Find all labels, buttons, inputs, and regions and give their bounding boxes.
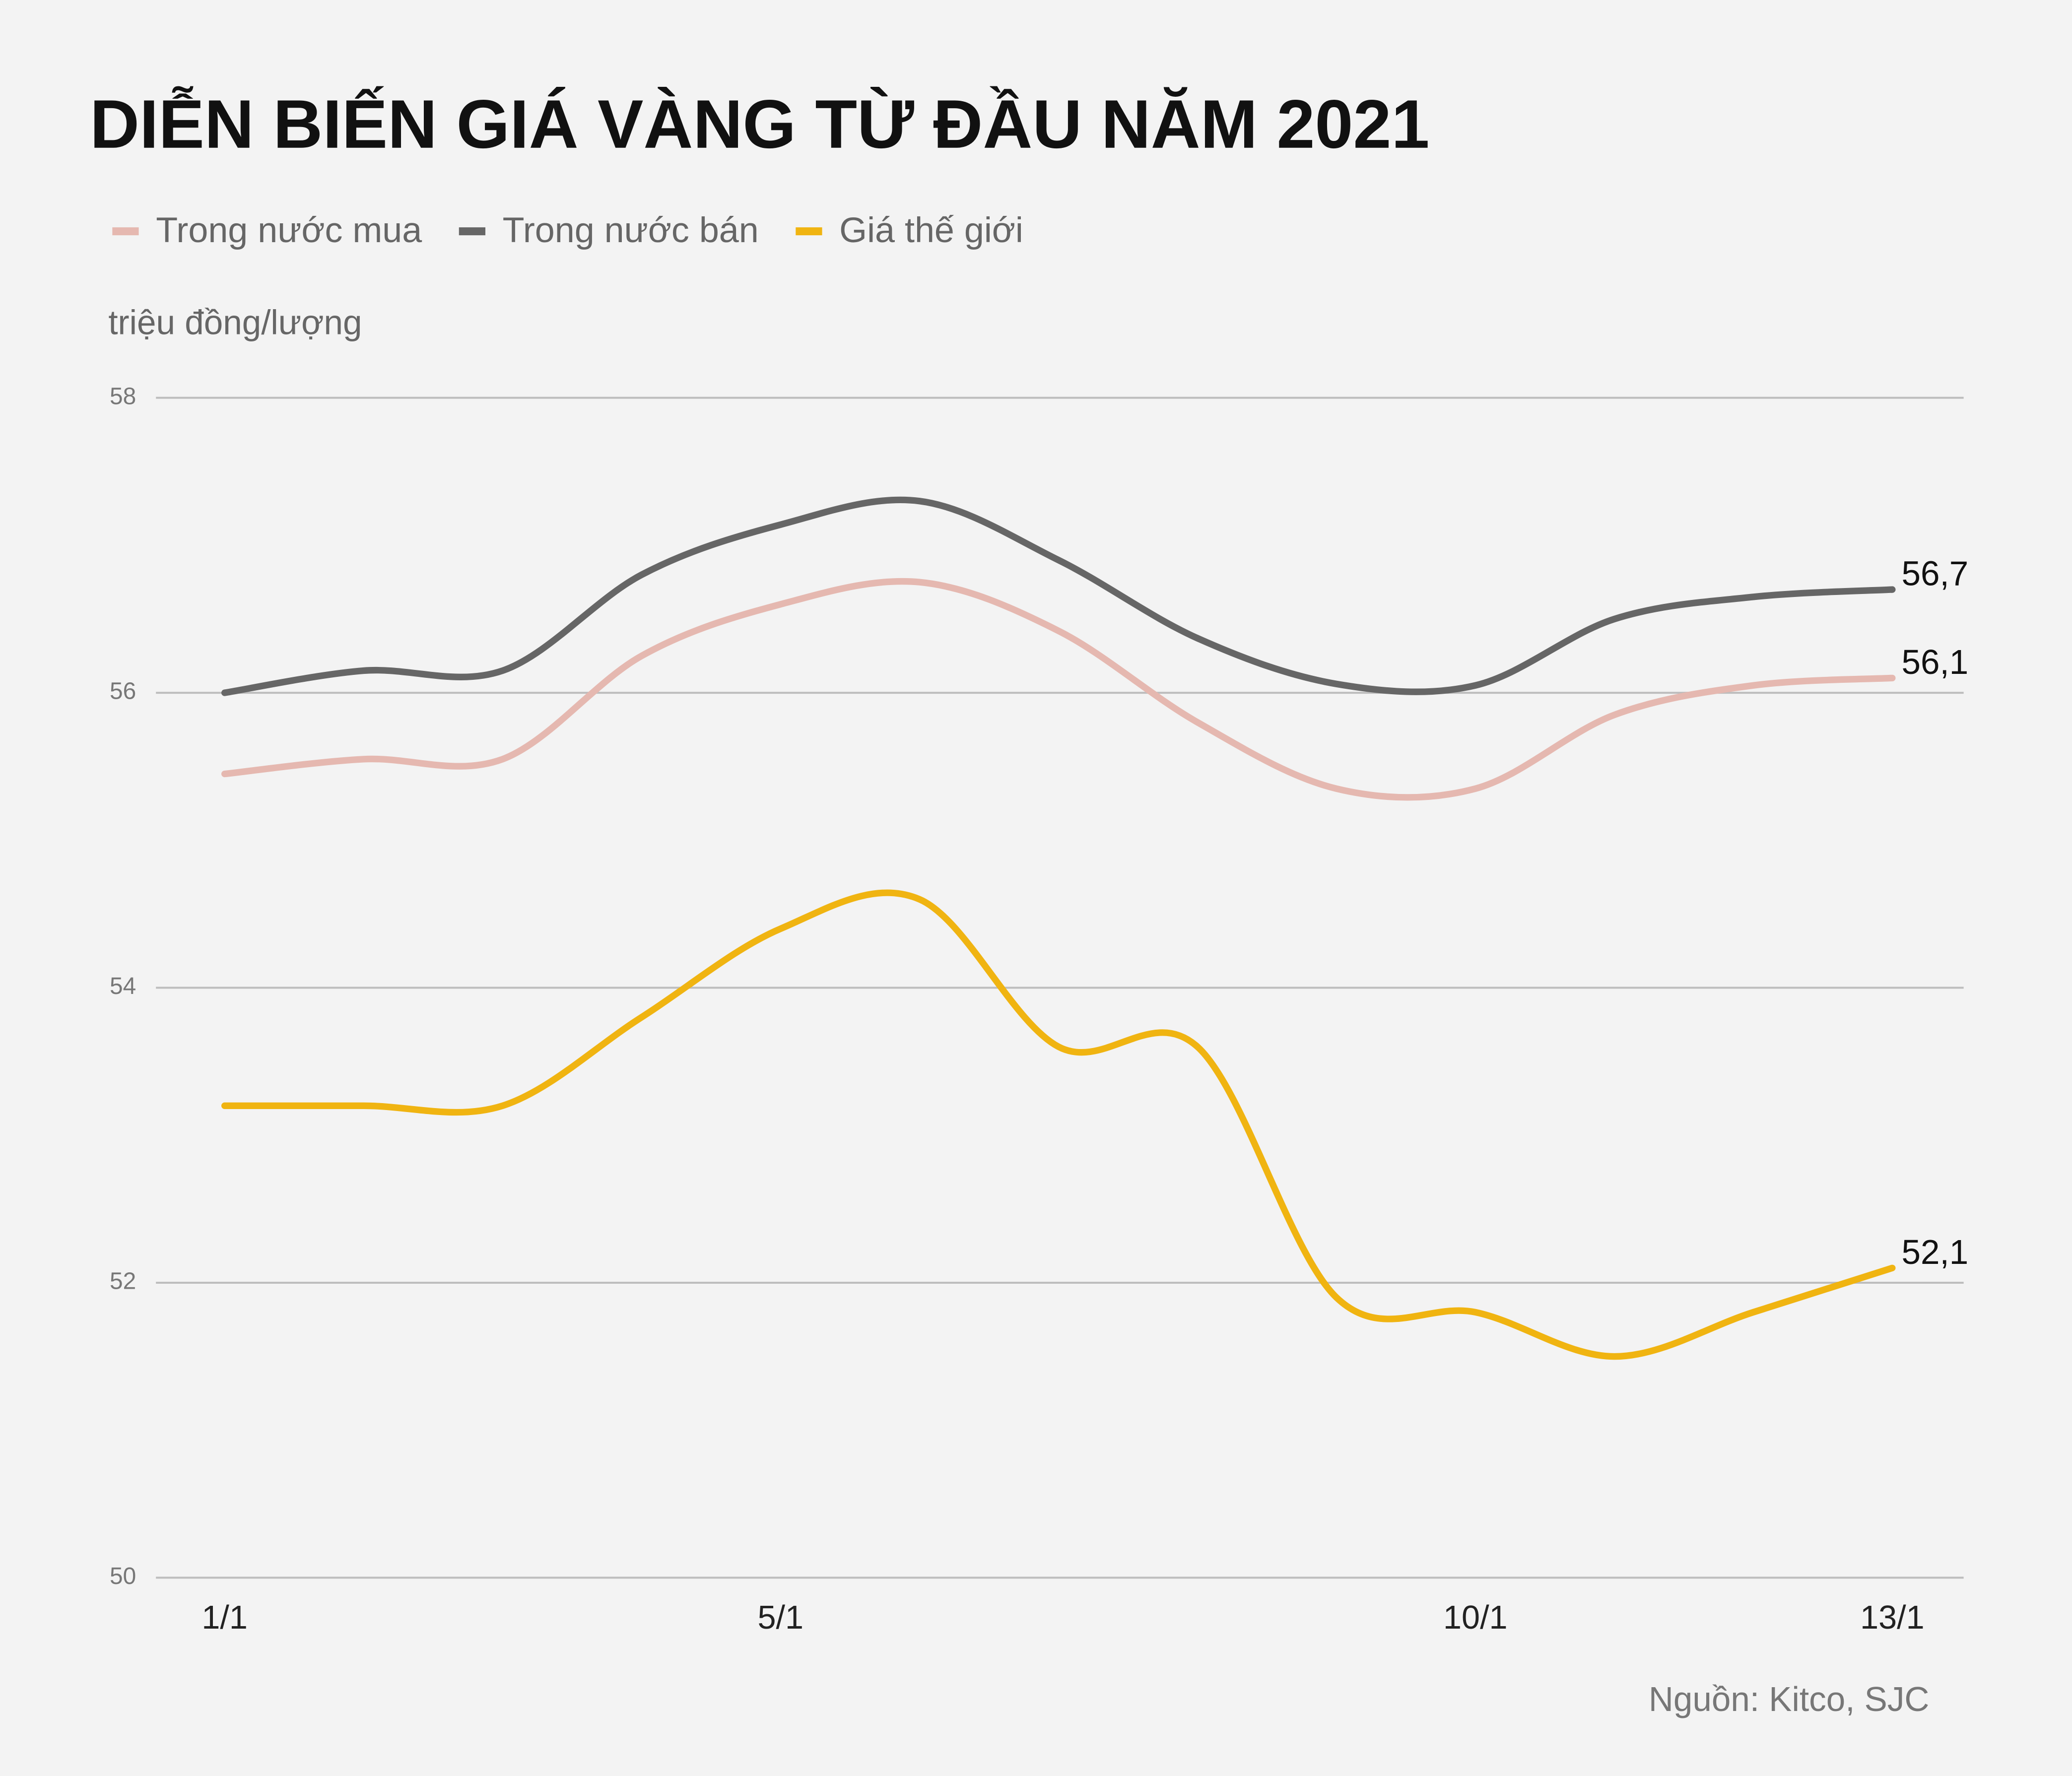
x-tick-label: 13/1 (1860, 1599, 1925, 1636)
x-tick-label: 10/1 (1443, 1599, 1508, 1636)
series-line (221, 578, 1896, 801)
legend-label: Giá thế giới (839, 210, 1023, 250)
x-tick-label: 5/1 (757, 1599, 803, 1636)
series-line (221, 496, 1896, 696)
y-tick-label: 58 (110, 383, 136, 409)
chart-title: DIỄN BIẾN GIÁ VÀNG TỪ ĐẦU NĂM 2021 (90, 86, 1429, 163)
legend-label: Trong nước mua (156, 210, 422, 250)
value-label: 56,7 (1902, 554, 1969, 593)
value-label: 52,1 (1902, 1233, 1969, 1271)
y-tick-label: 54 (110, 973, 136, 999)
y-axis-label: triệu đồng/lượng (108, 303, 362, 342)
source: Nguồn: Kitco, SJC (1649, 1680, 1930, 1718)
y-tick-label: 52 (110, 1268, 136, 1295)
legend-label: Trong nước bán (503, 210, 759, 250)
y-tick-label: 50 (110, 1563, 136, 1589)
value-label: 56,1 (1902, 643, 1969, 681)
series-line (221, 889, 1896, 1360)
x-tick-label: 1/1 (201, 1599, 248, 1636)
y-tick-label: 56 (110, 678, 136, 705)
